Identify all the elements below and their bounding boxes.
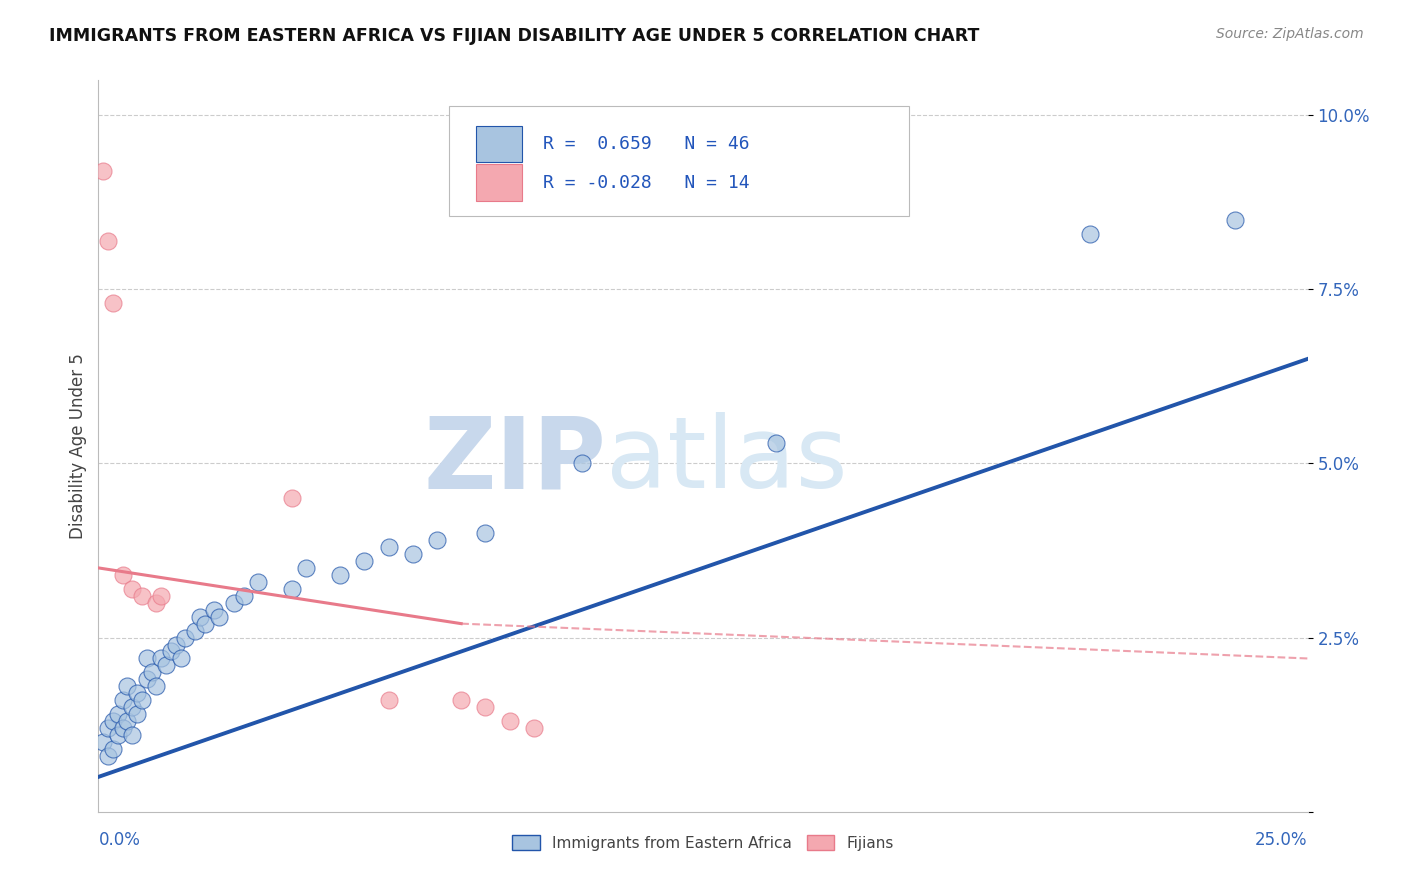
Bar — [475, 164, 522, 201]
Text: ZIP: ZIP — [423, 412, 606, 509]
Point — [247, 574, 270, 589]
Point — [127, 686, 149, 700]
Point — [377, 693, 399, 707]
Point — [101, 714, 124, 728]
Point — [498, 714, 520, 728]
Point — [281, 582, 304, 596]
Text: 0.0%: 0.0% — [98, 830, 141, 848]
Point — [131, 693, 153, 707]
Text: Source: ZipAtlas.com: Source: ZipAtlas.com — [1216, 27, 1364, 41]
Point — [208, 609, 231, 624]
Point — [450, 693, 472, 707]
Point — [295, 561, 318, 575]
Point — [150, 651, 173, 665]
Point — [765, 435, 787, 450]
Point — [571, 457, 593, 471]
Point — [474, 700, 496, 714]
Point — [97, 234, 120, 248]
Point — [117, 679, 139, 693]
Point — [184, 624, 207, 638]
Text: 25.0%: 25.0% — [1256, 830, 1308, 848]
Point — [121, 582, 143, 596]
Point — [135, 651, 157, 665]
Point — [117, 714, 139, 728]
Point — [281, 491, 304, 506]
Point — [232, 589, 254, 603]
Point — [131, 589, 153, 603]
Point — [127, 707, 149, 722]
Point — [188, 609, 211, 624]
Point — [1223, 212, 1246, 227]
Y-axis label: Disability Age Under 5: Disability Age Under 5 — [69, 353, 87, 539]
Point — [160, 644, 183, 658]
Point — [222, 596, 245, 610]
Bar — [475, 126, 522, 162]
Point — [135, 673, 157, 687]
Text: R = -0.028   N = 14: R = -0.028 N = 14 — [543, 174, 749, 192]
Point — [174, 631, 197, 645]
Point — [474, 526, 496, 541]
Point — [194, 616, 217, 631]
Point — [121, 728, 143, 742]
Point — [329, 567, 352, 582]
Point — [111, 721, 134, 735]
Point — [204, 603, 226, 617]
Point — [169, 651, 191, 665]
Text: R =  0.659   N = 46: R = 0.659 N = 46 — [543, 135, 749, 153]
Point — [165, 638, 187, 652]
Point — [97, 749, 120, 764]
Point — [111, 567, 134, 582]
Point — [121, 700, 143, 714]
Point — [107, 707, 129, 722]
Text: IMMIGRANTS FROM EASTERN AFRICA VS FIJIAN DISABILITY AGE UNDER 5 CORRELATION CHAR: IMMIGRANTS FROM EASTERN AFRICA VS FIJIAN… — [49, 27, 980, 45]
Point — [101, 742, 124, 756]
Point — [145, 679, 167, 693]
Point — [107, 728, 129, 742]
Text: atlas: atlas — [606, 412, 848, 509]
Point — [111, 693, 134, 707]
Point — [141, 665, 163, 680]
Point — [91, 164, 114, 178]
Point — [97, 721, 120, 735]
Point — [155, 658, 177, 673]
Point — [402, 547, 425, 561]
Point — [1078, 227, 1101, 241]
Legend: Immigrants from Eastern Africa, Fijians: Immigrants from Eastern Africa, Fijians — [506, 829, 900, 856]
Point — [150, 589, 173, 603]
Point — [426, 533, 449, 547]
Point — [377, 540, 399, 554]
Point — [145, 596, 167, 610]
Point — [523, 721, 546, 735]
Point — [101, 296, 124, 310]
FancyBboxPatch shape — [449, 106, 908, 216]
Point — [353, 554, 375, 568]
Point — [91, 735, 114, 749]
